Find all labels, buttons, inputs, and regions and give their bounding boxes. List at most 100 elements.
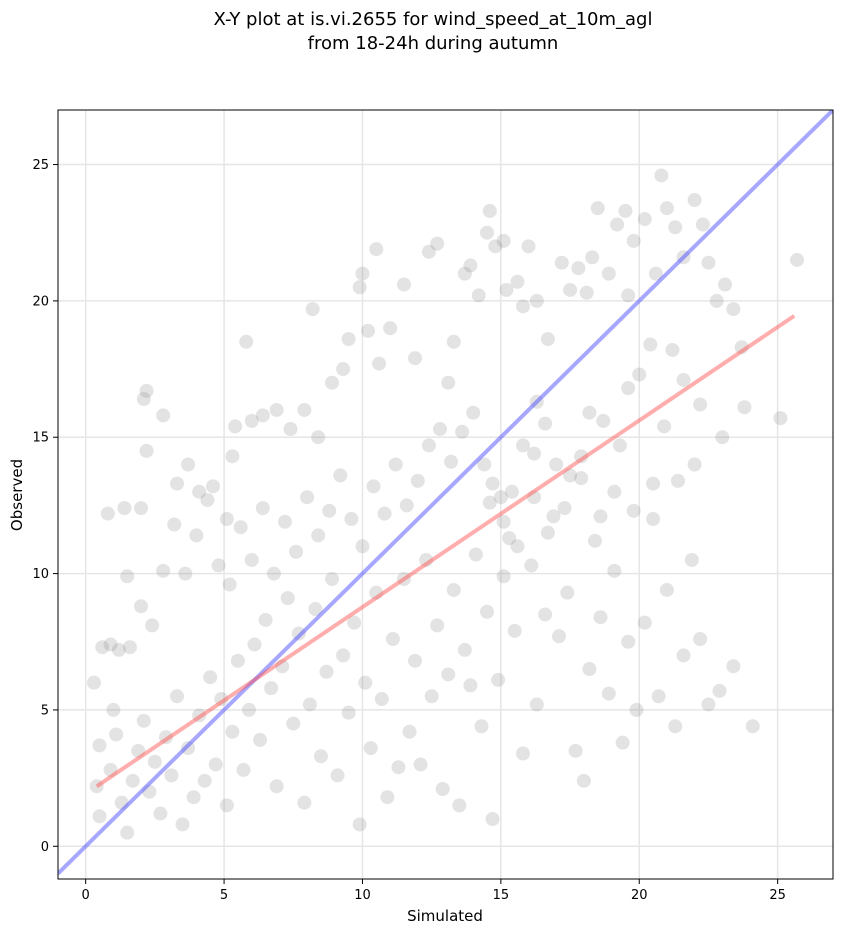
scatter-point xyxy=(701,697,716,712)
scatter-point xyxy=(621,381,636,396)
scatter-point xyxy=(671,473,685,488)
scatter-point xyxy=(463,678,478,693)
scatter-point xyxy=(446,334,461,349)
scatter-point xyxy=(637,212,652,227)
scatter-point xyxy=(516,438,530,453)
scatter-point xyxy=(601,686,616,701)
scatter-point xyxy=(626,233,641,248)
x-tick-label: 0 xyxy=(82,888,90,903)
scatter-point xyxy=(369,585,384,600)
scatter-point xyxy=(726,302,741,317)
scatter-point xyxy=(230,653,245,668)
scatter-point xyxy=(718,277,733,292)
scatter-point xyxy=(208,757,223,772)
scatter-point xyxy=(136,713,151,728)
scatter-point xyxy=(612,438,627,453)
scatter-point xyxy=(139,443,154,458)
scatter-point xyxy=(482,203,497,218)
scatter-point xyxy=(665,342,680,357)
scatter-point xyxy=(186,790,201,805)
scatter-point xyxy=(391,760,406,775)
y-tick-label: 5 xyxy=(41,703,49,718)
scatter-point xyxy=(527,490,542,505)
scatter-point xyxy=(507,623,522,638)
scatter-point xyxy=(455,424,470,439)
scatter-point xyxy=(372,356,387,371)
scatter-point xyxy=(222,577,237,592)
scatter-point xyxy=(114,795,129,810)
scatter-point xyxy=(178,566,193,581)
scatter-point xyxy=(582,662,597,677)
scatter-point xyxy=(496,233,511,248)
regression-line xyxy=(95,314,796,788)
scatter-point xyxy=(452,798,467,813)
scatter-point xyxy=(241,702,256,717)
scatter-point xyxy=(319,664,334,679)
scatter-point xyxy=(255,501,270,516)
scatter-point xyxy=(211,558,226,573)
scatter-point xyxy=(366,479,381,494)
scatter-point xyxy=(643,337,658,352)
scatter-point xyxy=(687,192,702,207)
scatter-point xyxy=(322,503,337,518)
scatter-point xyxy=(402,724,417,739)
scatter-point xyxy=(510,539,525,554)
scatter-point xyxy=(164,768,179,783)
scatter-point xyxy=(651,689,666,704)
scatter-point xyxy=(516,746,530,761)
scatter-point xyxy=(668,719,683,734)
scatter-point xyxy=(385,632,400,647)
scatter-point xyxy=(510,274,525,289)
scatter-point xyxy=(103,762,118,777)
scatter-point xyxy=(480,225,495,240)
scatter-point xyxy=(521,239,536,254)
scatter-point xyxy=(676,648,691,663)
scatter-point xyxy=(601,266,616,281)
scatter-point xyxy=(291,626,306,641)
scatter-point xyxy=(286,716,301,731)
scatter-point xyxy=(715,430,730,445)
scatter-point xyxy=(421,244,436,259)
scatter-point xyxy=(615,735,630,750)
scatter-point xyxy=(491,672,506,687)
scatter-point xyxy=(269,779,284,794)
scatter-point xyxy=(466,405,481,420)
scatter-point xyxy=(100,506,115,521)
scatter-point xyxy=(435,782,450,797)
scatter-point xyxy=(145,618,160,633)
scatter-point xyxy=(485,812,500,827)
scatter-point xyxy=(676,372,691,387)
scatter-point xyxy=(158,730,173,745)
scatter-point xyxy=(253,732,268,747)
scatter-point xyxy=(258,612,273,627)
scatter-point xyxy=(297,795,312,810)
scatter-point xyxy=(131,743,146,758)
scatter-point xyxy=(170,476,185,491)
scatter-point xyxy=(549,457,564,472)
scatter-point xyxy=(695,217,710,232)
scatter-point xyxy=(504,484,519,499)
scatter-point xyxy=(264,681,279,696)
scatter-point xyxy=(167,517,182,532)
scatter-point xyxy=(632,367,647,382)
scatter-point xyxy=(383,321,398,336)
y-axis-ticks: 0 5 10 15 20 25 xyxy=(32,158,58,855)
scatter-point xyxy=(734,340,749,355)
scatter-point xyxy=(621,634,636,649)
scatter-point xyxy=(485,476,500,491)
scatter-point xyxy=(311,528,326,543)
scatter-point xyxy=(156,563,171,578)
scatter-point xyxy=(790,252,805,267)
scatter-point xyxy=(358,675,373,690)
scatter-point xyxy=(607,484,622,499)
scatter-point xyxy=(341,332,356,347)
scatter-point xyxy=(457,266,472,281)
scatter-point xyxy=(419,552,434,567)
scatter-point xyxy=(341,705,356,720)
scatter-point xyxy=(147,754,162,769)
scatter-point xyxy=(668,220,683,235)
x-axis-ticks: 0 5 10 15 20 25 xyxy=(82,879,786,903)
scatter-point xyxy=(432,422,447,437)
scatter-point xyxy=(325,572,340,587)
scatter-point xyxy=(693,632,708,647)
